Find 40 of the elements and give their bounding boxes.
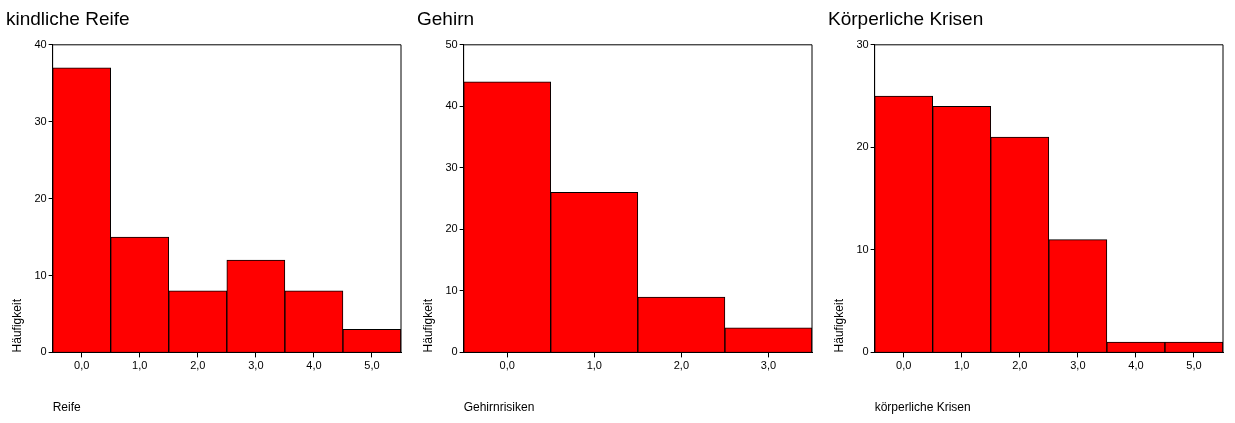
y-tick-label: 40 xyxy=(445,99,458,112)
y-tick-label: 20 xyxy=(445,222,458,235)
y-tick-label: 0 xyxy=(862,345,869,358)
y-tick-label: 30 xyxy=(445,160,458,173)
y-tick-label: 30 xyxy=(856,37,869,50)
y-tick-label: 10 xyxy=(445,283,458,296)
x-tick-label: 0,0 xyxy=(896,359,912,372)
x-tick-label: 5,0 xyxy=(364,359,380,372)
x-tick-label: 0,0 xyxy=(74,359,90,372)
x-tick-label: 2,0 xyxy=(673,359,690,372)
y-tick-label: 10 xyxy=(34,268,47,281)
y-tick-label: 20 xyxy=(34,191,47,204)
y-tick-label: 40 xyxy=(34,37,47,50)
x-tick-label: 0,0 xyxy=(499,359,515,372)
x-axis-title: körperliche Krisen xyxy=(874,400,971,415)
y-tick-label: 10 xyxy=(856,242,869,255)
x-tick-label: 4,0 xyxy=(1128,359,1144,372)
y-axis-title: Häufigkeit xyxy=(420,298,435,353)
x-tick-label: 4,0 xyxy=(306,359,322,372)
x-tick-label: 3,0 xyxy=(1070,359,1086,372)
x-axis-title: Gehirnrisiken xyxy=(463,400,535,415)
x-tick-label: 2,0 xyxy=(190,359,206,372)
y-tick-label: 20 xyxy=(856,140,869,153)
y-axis-title: Häufigkeit xyxy=(831,298,846,353)
x-tick-label: 1,0 xyxy=(954,359,970,372)
y-tick-label: 0 xyxy=(40,345,47,358)
x-tick-label: 3,0 xyxy=(248,359,264,372)
x-tick-label: 2,0 xyxy=(1012,359,1028,372)
x-axis-title: Reife xyxy=(52,400,81,415)
y-tick-label: 30 xyxy=(34,114,47,127)
y-tick-label: 50 xyxy=(445,37,458,50)
x-tick-label: 1,0 xyxy=(586,359,602,372)
x-tick-label: 1,0 xyxy=(132,359,148,372)
chart-title: Körperliche Krisen xyxy=(828,7,984,29)
y-axis-title: Häufigkeit xyxy=(9,298,24,353)
x-tick-label: 3,0 xyxy=(760,359,777,372)
y-tick-label: 0 xyxy=(451,345,458,358)
x-tick-label: 5,0 xyxy=(1186,359,1202,372)
chart-title: kindliche Reife xyxy=(6,7,130,29)
chart-title: Gehirn xyxy=(417,7,475,29)
